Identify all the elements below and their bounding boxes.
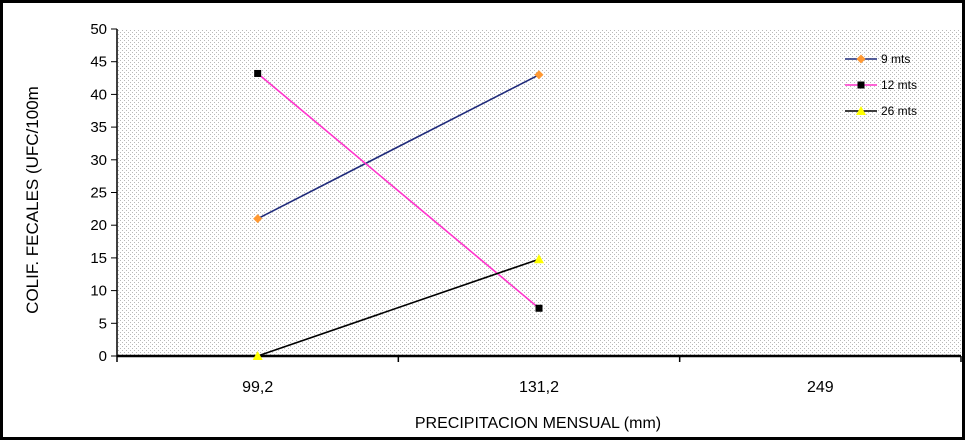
plot-area [117,29,961,356]
legend-marker [857,81,865,89]
y-tick-label: 35 [90,119,107,136]
y-tick-label: 40 [90,86,107,103]
y-tick-label: 25 [90,185,107,202]
data-point [534,254,544,264]
data-point [535,304,543,312]
y-tick-label: 15 [90,250,107,267]
data-point [253,214,263,224]
series-line [257,258,540,357]
y-axis: 0 5 10 15 20 25 30 35 40 45 50 [90,21,118,365]
legend-marker [856,106,866,115]
legend-label: 12 mts [881,78,917,92]
y-tick-label: 0 [99,348,107,365]
data-point [252,351,263,360]
y-tick-label: 50 [90,21,107,38]
y-axis-label: COLIF. FECALES (UFC/100m [23,86,42,314]
x-tick-label: 249 [807,379,834,396]
legend-label: 9 mts [881,52,910,66]
x-tick-label: 131,2 [519,379,559,396]
y-tick-label: 30 [90,152,107,169]
legend: 9 mts 12 mts 26 mts [845,52,917,118]
y-tick-label: 45 [90,54,107,71]
data-point [534,70,544,80]
legend-label: 26 mts [881,104,917,118]
y-tick-label: 10 [90,283,107,300]
y-tick-label: 20 [90,217,107,234]
x-tick-label: 99,2 [242,379,273,396]
legend-marker [856,54,866,64]
series-line [257,74,540,220]
series-line [257,72,540,309]
series-layer [252,69,544,360]
data-point [254,69,262,77]
y-tick-label: 5 [99,315,107,332]
x-axis-label: PRECIPITACION MENSUAL (mm) [415,415,661,432]
